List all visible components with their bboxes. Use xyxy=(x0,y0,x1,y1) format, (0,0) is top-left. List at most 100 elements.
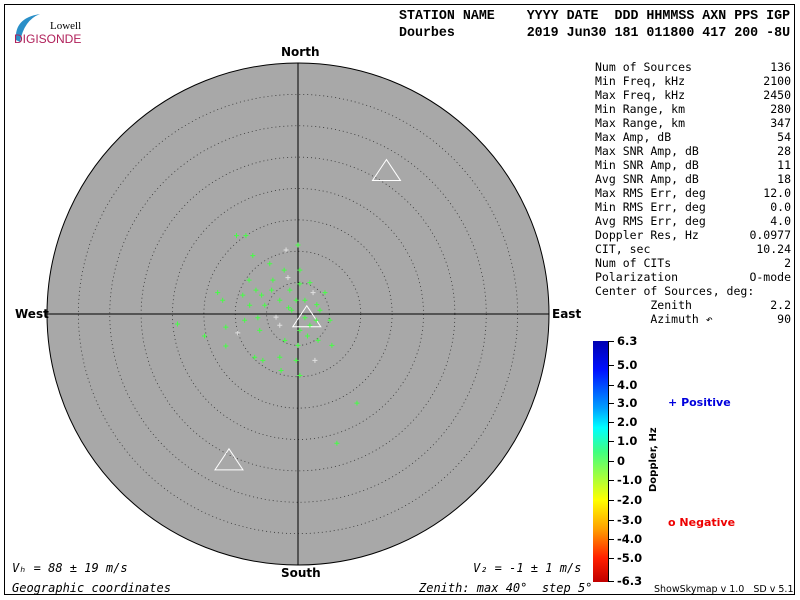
stat-label: Max Range, km xyxy=(595,116,686,130)
colorbar-tick-mark xyxy=(609,461,614,462)
source-point xyxy=(293,297,299,303)
stat-row: Max RMS Err, deg 12.0 xyxy=(595,186,791,200)
source-point xyxy=(295,242,301,248)
colorbar-tick-mark xyxy=(609,422,614,423)
colorbar-tick-mark xyxy=(609,500,614,501)
stat-row: Avg SNR Amp, dB 18 xyxy=(595,172,791,186)
frame xyxy=(4,4,795,595)
legend-positive: + Positive xyxy=(668,396,731,409)
source-point xyxy=(314,302,320,308)
colorbar-tick-mark xyxy=(609,581,614,582)
stat-label: Avg RMS Err, deg xyxy=(595,214,706,228)
stat-value: 0.0 xyxy=(770,200,791,214)
stat-row: Zenith 2.2 xyxy=(595,298,791,312)
source-point xyxy=(202,333,208,339)
stat-value: 90 xyxy=(777,312,791,326)
source-point xyxy=(313,317,319,323)
source-point xyxy=(297,372,303,378)
east-label: East xyxy=(552,307,582,321)
source-point xyxy=(277,354,283,360)
stat-value: 28 xyxy=(777,144,791,158)
source-point xyxy=(215,290,221,296)
circle-icon: o xyxy=(668,516,676,529)
colorbar-tick: 3.0 xyxy=(617,396,638,410)
source-point xyxy=(283,247,289,253)
source-point xyxy=(246,277,252,283)
colorbar-tick: -2.0 xyxy=(617,493,643,507)
source-point xyxy=(295,342,301,348)
colorbar-tick-mark xyxy=(609,441,614,442)
source-point xyxy=(250,253,256,259)
source-point xyxy=(281,267,287,273)
source-point xyxy=(329,342,335,348)
stat-row: Center of Sources, deg: xyxy=(595,284,791,298)
source-point xyxy=(354,400,360,406)
stat-row: Max Range, km 347 xyxy=(595,116,791,130)
source-point xyxy=(278,367,284,373)
source-point xyxy=(327,317,333,323)
source-point xyxy=(286,305,292,311)
source-point xyxy=(242,317,248,323)
stat-row: Min Range, km 280 xyxy=(595,102,791,116)
colorbar-tick-mark xyxy=(609,365,614,366)
stat-value: 11 xyxy=(777,158,791,172)
source-point xyxy=(317,307,323,313)
source-point xyxy=(257,327,263,333)
source-point xyxy=(273,314,279,320)
stat-label: Max SNR Amp, dB xyxy=(595,144,699,158)
source-point xyxy=(297,327,303,333)
stat-row: Num of CITs 2 xyxy=(595,256,791,270)
stat-row: Num of Sources 136 xyxy=(595,60,791,74)
triangle-marker xyxy=(371,158,402,182)
stat-value: 0.0977 xyxy=(749,228,791,242)
source-point xyxy=(270,277,276,283)
zenith-scale: Zenith: max 40° step 5° xyxy=(419,581,593,595)
colorbar-tick-mark xyxy=(609,539,614,540)
source-point xyxy=(240,292,246,298)
source-point xyxy=(234,233,240,239)
stat-value: 10.24 xyxy=(756,242,791,256)
colorbar-label: Doppler, Hz xyxy=(648,427,659,492)
logo-line1: Lowell xyxy=(50,20,82,32)
source-point xyxy=(304,333,310,339)
stat-label: Min Freq, kHz xyxy=(595,74,686,88)
source-point xyxy=(289,307,295,313)
source-point xyxy=(307,280,313,286)
source-point xyxy=(255,315,261,321)
legend-negative: o Negative xyxy=(668,516,735,529)
vertical-velocity: V₂ = -1 ± 1 m/s xyxy=(473,561,582,575)
colorbar-tick: 2.0 xyxy=(617,415,638,429)
source-point xyxy=(277,297,283,303)
coordinate-system: Geographic coordinates xyxy=(12,581,171,595)
colorbar-tick: 4.0 xyxy=(617,378,638,392)
source-point xyxy=(334,440,340,446)
stat-label: Min Range, km xyxy=(595,102,686,116)
logo-swoosh-icon xyxy=(15,14,40,42)
stat-row: Min Freq, kHz 2100 xyxy=(595,74,791,88)
source-point xyxy=(267,261,273,267)
source-point xyxy=(302,315,308,321)
north-label: North xyxy=(281,45,320,59)
stat-value: 18 xyxy=(777,172,791,186)
stat-label: Min SNR Amp, dB xyxy=(595,158,699,172)
legend-positive-label: Positive xyxy=(681,396,731,409)
stat-label: Max Amp, dB xyxy=(595,130,672,144)
source-point xyxy=(297,267,303,273)
source-point xyxy=(312,357,318,363)
source-point xyxy=(220,297,226,303)
colorbar-tick-mark xyxy=(609,520,614,521)
source-point xyxy=(175,321,181,327)
colorbar-tick-mark xyxy=(609,480,614,481)
colorbar-tick: -1.0 xyxy=(617,473,643,487)
stat-row: Min RMS Err, deg 0.0 xyxy=(595,200,791,214)
source-point xyxy=(253,287,259,293)
triangle-marker xyxy=(214,447,244,471)
source-point xyxy=(310,290,316,296)
stat-row: CIT, sec 10.24 xyxy=(595,242,791,256)
horizontal-velocity: Vₕ = 88 ± 19 m/s xyxy=(12,561,128,575)
stat-row: Max SNR Amp, dB 28 xyxy=(595,144,791,158)
legend-negative-label: Negative xyxy=(679,516,736,529)
source-point xyxy=(315,337,321,343)
header-labels: STATION NAME YYYY DATE DDD HHMMSS AXN PP… xyxy=(399,8,791,24)
